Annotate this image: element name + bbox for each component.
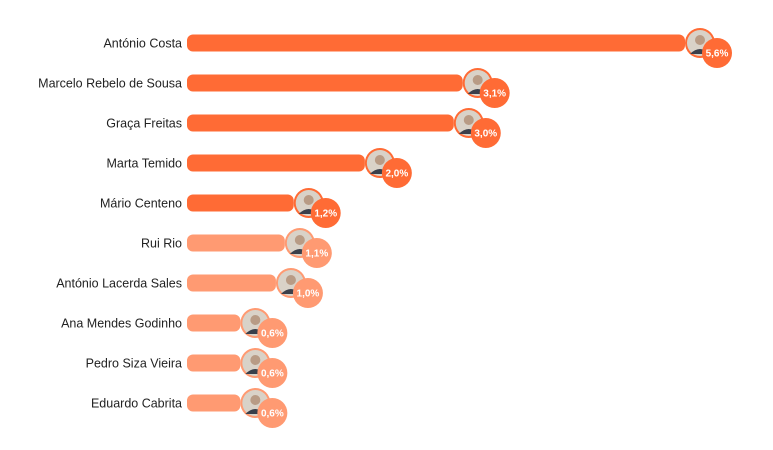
- value-badge: 1,0%: [292, 278, 323, 308]
- bar-row: Pedro Siza Vieira 0,6%: [86, 348, 288, 388]
- bar-row: Mário Centeno 1,2%: [100, 188, 341, 228]
- value-badge: 5,6%: [702, 38, 732, 68]
- bar: [187, 394, 241, 412]
- value-label: 0,6%: [261, 369, 284, 380]
- value-badge: 0,6%: [257, 398, 288, 428]
- bar: [187, 354, 241, 372]
- category-label: Rui Rio: [141, 237, 182, 251]
- category-label: Pedro Siza Vieira: [86, 357, 182, 371]
- value-label: 1,2%: [314, 209, 337, 220]
- bar-row: Graça Freitas 3,0%: [106, 108, 501, 148]
- bar: [187, 314, 241, 332]
- bar: [187, 74, 463, 92]
- value-badge: 1,2%: [310, 198, 341, 228]
- value-badge: 0,6%: [257, 318, 288, 348]
- value-label: 1,0%: [297, 289, 320, 300]
- category-label: Marcelo Rebelo de Sousa: [38, 77, 182, 91]
- value-label: 2,0%: [385, 169, 408, 180]
- category-label: António Costa: [103, 37, 182, 51]
- bar-row: Marta Temido 2,0%: [107, 148, 412, 188]
- bar-row: Rui Rio 1,1%: [141, 228, 332, 268]
- bar: [187, 114, 454, 132]
- bar: [187, 194, 294, 212]
- value-badge: 3,1%: [479, 78, 510, 108]
- bar: [187, 154, 365, 172]
- bar-row: António Costa 5,6%: [103, 28, 732, 68]
- category-label: António Lacerda Sales: [56, 277, 182, 291]
- category-label: Ana Mendes Godinho: [61, 317, 182, 331]
- value-label: 0,6%: [261, 409, 284, 420]
- value-label: 3,1%: [483, 89, 506, 100]
- value-label: 1,1%: [305, 249, 328, 260]
- bar-row: Ana Mendes Godinho 0,6%: [61, 308, 288, 348]
- value-badge: 1,1%: [301, 238, 332, 268]
- bar-row: Marcelo Rebelo de Sousa 3,1%: [38, 68, 510, 108]
- bar: [187, 234, 285, 252]
- category-label: Eduardo Cabrita: [91, 397, 182, 411]
- bar-row: Eduardo Cabrita 0,6%: [91, 388, 288, 428]
- value-label: 3,0%: [474, 129, 497, 140]
- bar: [187, 34, 685, 52]
- value-label: 0,6%: [261, 329, 284, 340]
- value-badge: 0,6%: [257, 358, 288, 388]
- category-label: Marta Temido: [107, 157, 183, 171]
- value-label: 5,6%: [706, 49, 729, 60]
- category-label: Graça Freitas: [106, 117, 182, 131]
- category-label: Mário Centeno: [100, 197, 182, 211]
- value-badge: 3,0%: [470, 118, 501, 148]
- bar: [187, 274, 276, 292]
- bar-row: António Lacerda Sales 1,0%: [56, 268, 323, 308]
- value-badge: 2,0%: [381, 158, 412, 188]
